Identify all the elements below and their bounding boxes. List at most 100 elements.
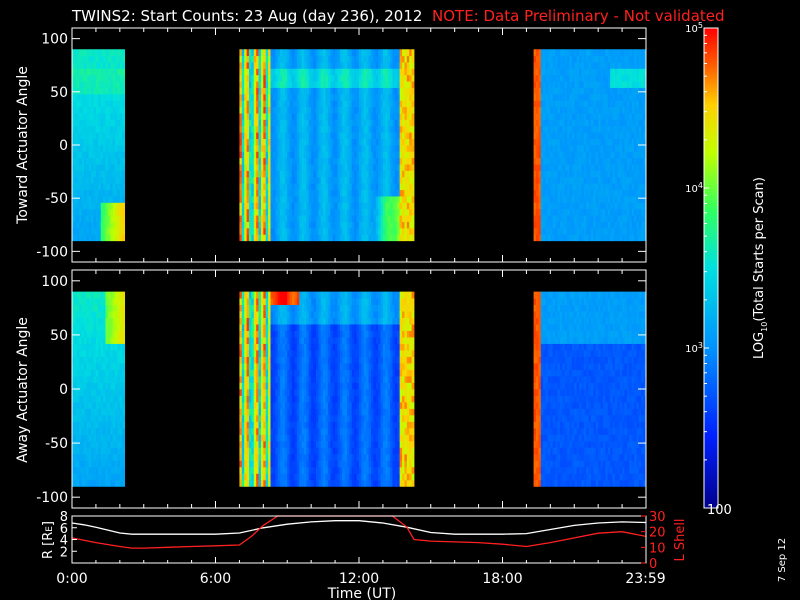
heatmap-cell — [98, 408, 102, 416]
heatmap-cell — [294, 81, 298, 88]
heatmap-cell — [569, 138, 573, 146]
heatmap-cell — [555, 234, 558, 242]
heatmap-cell — [119, 440, 123, 448]
heatmap-cell — [294, 208, 298, 216]
heatmap-cell — [301, 234, 305, 242]
heatmap-cell — [100, 208, 104, 216]
heatmap-cell — [268, 132, 271, 140]
heatmap-cell — [569, 49, 573, 57]
heatmap-cell — [593, 221, 597, 229]
heatmap-cell — [406, 189, 410, 197]
heatmap-cell — [303, 208, 307, 216]
heatmap-cell — [600, 74, 604, 82]
heatmap-cell — [303, 170, 307, 178]
heatmap-cell — [103, 466, 106, 474]
heatmap-cell — [100, 389, 104, 396]
heatmap-cell — [98, 55, 102, 63]
heatmap-cell — [239, 100, 243, 108]
heatmap-cell — [394, 100, 398, 108]
heatmap-cell — [344, 227, 348, 235]
heatmap-cell — [103, 317, 106, 325]
heatmap-cell — [363, 145, 367, 152]
heatmap-cell — [624, 227, 628, 235]
heatmap-cell — [98, 434, 102, 442]
heatmap-cell — [296, 202, 300, 210]
heatmap-cell — [122, 196, 126, 203]
heatmap-cell — [260, 202, 264, 210]
heatmap-cell — [117, 113, 121, 120]
heatmap-cell — [296, 68, 300, 76]
heatmap-cell — [88, 74, 92, 82]
heatmap-cell — [347, 189, 350, 197]
heatmap-cell — [368, 196, 372, 203]
heatmap-cell — [284, 215, 288, 222]
heatmap-cell — [83, 421, 87, 429]
heatmap-cell — [387, 215, 391, 222]
heatmap-cell — [88, 350, 92, 357]
heatmap-cell — [282, 176, 286, 184]
heatmap-cell — [122, 369, 126, 377]
heatmap-cell — [545, 227, 549, 235]
heatmap-cell — [569, 208, 573, 216]
heatmap-cell — [359, 119, 362, 127]
heatmap-cell — [361, 183, 365, 191]
heatmap-cell — [313, 87, 317, 95]
heatmap-cell — [76, 87, 80, 95]
heatmap-cell — [590, 68, 594, 76]
heatmap-cell — [268, 196, 271, 203]
heatmap-cell — [385, 164, 389, 171]
heatmap-cell — [81, 330, 85, 338]
heatmap-cell — [325, 132, 329, 140]
heatmap-cell — [538, 93, 542, 101]
heatmap-cell — [390, 119, 393, 127]
heatmap-cell — [91, 363, 94, 370]
heatmap-cell — [402, 74, 405, 82]
heatmap-cell — [117, 356, 121, 364]
heatmap-cell — [327, 106, 331, 114]
heatmap-cell — [320, 202, 324, 210]
heatmap-cell — [335, 157, 338, 165]
heatmap-cell — [268, 157, 271, 165]
heatmap-cell — [258, 93, 262, 101]
heatmap-cell — [263, 157, 267, 165]
heatmap-cell — [406, 138, 410, 146]
heatmap-cell — [79, 106, 82, 114]
heatmap-cell — [588, 215, 592, 222]
heatmap-cell — [555, 74, 558, 82]
heatmap-cell — [612, 132, 616, 140]
heatmap-cell — [337, 106, 341, 114]
heatmap-cell — [339, 176, 343, 184]
heatmap-cell — [320, 81, 324, 88]
heatmap-cell — [74, 164, 78, 171]
heatmap-cell — [287, 55, 291, 63]
heatmap-cell — [540, 221, 544, 229]
heatmap-cell — [555, 227, 558, 235]
heatmap-cell — [93, 183, 97, 191]
heatmap-cell — [119, 382, 123, 390]
heatmap-cell — [318, 125, 322, 133]
heatmap-cell — [564, 125, 568, 133]
heatmap-cell — [244, 157, 247, 165]
heatmap-cell — [110, 170, 114, 178]
heatmap-cell — [74, 330, 78, 338]
heatmap-cell — [538, 196, 542, 203]
heatmap-cell — [337, 164, 341, 171]
heatmap-cell — [404, 113, 408, 120]
heatmap-cell — [107, 183, 111, 191]
heatmap-cell — [112, 291, 116, 299]
heatmap-cell — [122, 170, 126, 178]
heatmap-cell — [617, 189, 621, 197]
heatmap-cell — [562, 145, 566, 152]
heatmap-cell — [375, 164, 379, 171]
heatmap-cell — [576, 234, 580, 242]
heatmap-cell — [280, 151, 283, 159]
heatmap-cell — [81, 408, 85, 416]
heatmap-cell — [315, 208, 319, 216]
heatmap-cell — [626, 62, 630, 69]
heatmap-cell — [241, 215, 245, 222]
heatmap-cell — [86, 389, 90, 396]
heatmap-cell — [543, 113, 546, 120]
heatmap-cell — [246, 132, 250, 140]
heatmap-cell — [115, 145, 118, 152]
heatmap-cell — [607, 221, 611, 229]
